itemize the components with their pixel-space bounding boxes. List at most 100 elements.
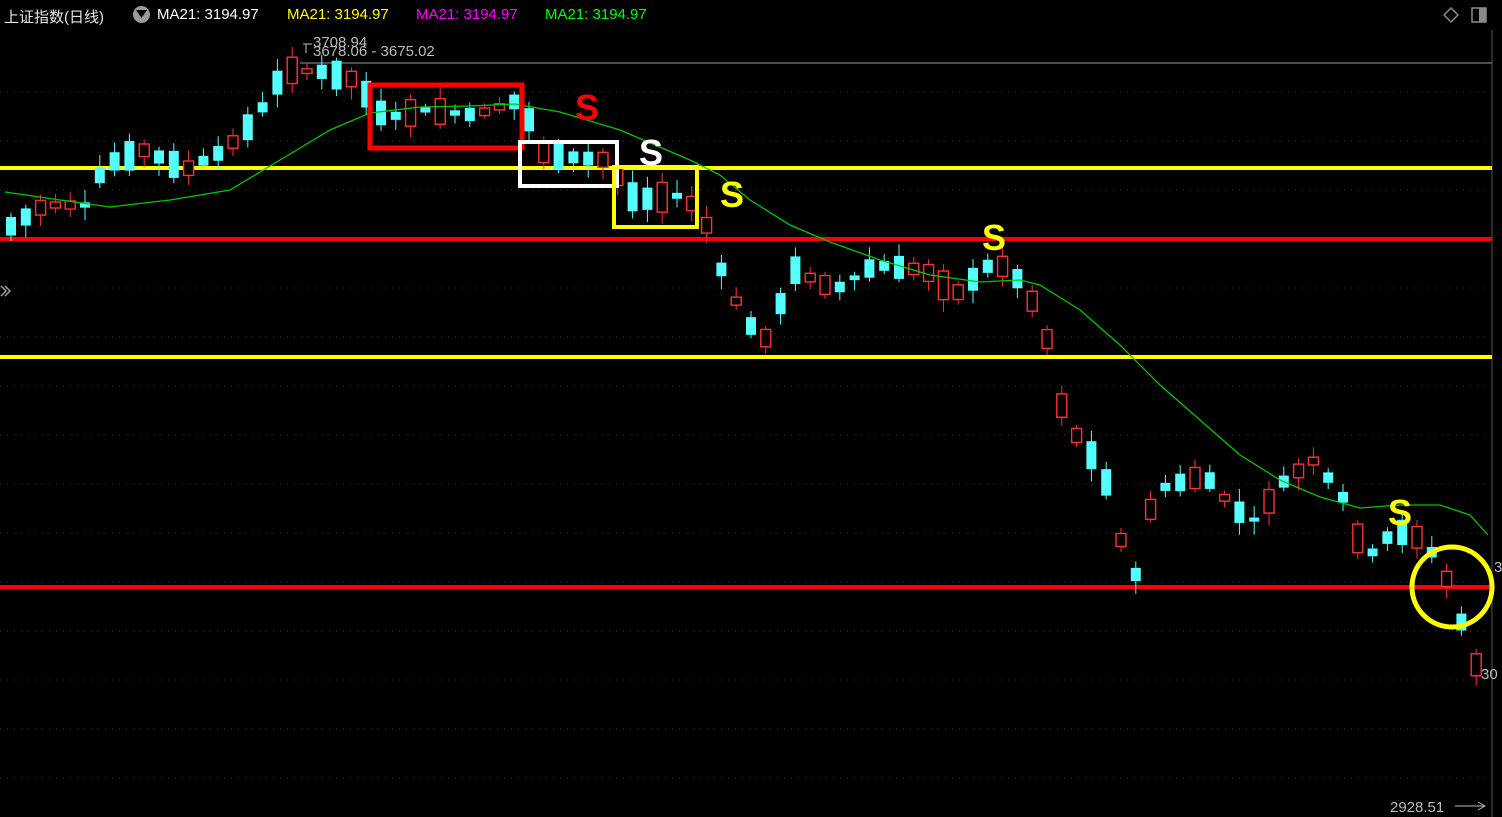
candle-body [760,328,772,348]
candle-body [361,80,372,108]
candle-body [450,110,460,116]
high-range-label: 3678.06 - 3675.02 [313,43,435,60]
highlight-box-red [367,82,525,151]
candle-body [80,202,90,208]
candle-body [982,259,993,273]
candle-body [257,102,268,113]
candle-body [154,150,164,164]
candle-body [849,275,860,281]
highlight-circle-yellow [1409,544,1495,630]
candlestick-chart[interactable]: S S S S S 3708.94 3678.06 - 3675.02 2928… [0,30,1502,817]
candles-group [6,46,1482,687]
candle-body [730,296,742,306]
candle-body [1249,517,1260,522]
candle-body [198,155,209,166]
candle-body [597,151,609,169]
window-toggle-icon[interactable] [1470,6,1488,24]
chart-grid [0,91,1492,779]
candle-body [672,192,682,199]
high-value-label: 3708.94 [313,34,367,51]
candle-body [1234,501,1245,523]
candle-body [376,100,386,126]
candle-body [1101,469,1112,496]
candle-body [1470,653,1482,677]
candle-body [834,281,845,293]
ma21-line [4,103,1489,536]
candle-body [642,187,653,210]
candle-body [553,142,564,170]
candle-body [879,261,890,271]
candle-body [1175,473,1186,492]
dropdown-caret-icon[interactable] [133,6,150,23]
candle-body [700,216,713,234]
candle-body [390,111,401,120]
candle-body [1130,567,1141,582]
candle-body [864,259,875,278]
candle-body [6,216,16,236]
low-value-label: 2928.51 [1390,799,1444,816]
sell-signal-white: S [639,132,663,173]
candle-body [1189,466,1201,490]
candle-body [1338,491,1348,503]
right-edge-label-2: 30 [1481,666,1498,683]
candle-body [316,64,327,79]
ma21-label-yellow: MA21: 3194.97 [287,6,389,23]
candle-body [1263,488,1275,514]
candle-body [124,141,135,171]
candle-body [1307,456,1320,466]
candle-body [952,284,964,301]
candle-body [34,199,47,216]
candle-body [1086,441,1097,470]
candle-body [746,317,756,335]
candle-body [301,68,313,75]
low-marker-arrow [1455,801,1487,811]
ma21-label-magenta: MA21: 3194.97 [416,6,518,23]
sell-signal-red: S [575,87,599,128]
candle-body [213,146,224,161]
highlight-box-yellow [612,165,699,229]
candle-body [996,255,1009,278]
ma21-label-green: MA21: 3194.97 [545,6,647,23]
candle-body [434,98,446,126]
candle-body [804,272,816,283]
candle-body [775,293,786,315]
candle-body [716,262,727,277]
chart-header-bar: 上证指数(日线) MA21: 3194.97 MA21: 3194.97 MA2… [0,0,1502,30]
candle-body [538,141,550,164]
candle-body [182,160,195,177]
expand-panel-icon[interactable] [0,285,12,297]
candle-body [1411,525,1423,549]
candle-body [242,114,253,141]
candle-body [894,255,904,279]
candle-body [1160,482,1171,491]
diamond-icon[interactable] [1442,6,1460,24]
sell-signal-yellow-1: S [720,174,744,215]
candle-body [627,182,638,212]
candle-body [345,70,358,88]
candle-body [1323,472,1334,483]
candle-body [1204,472,1215,489]
candle-body [509,94,520,110]
candle-body [1144,498,1157,521]
candle-body [819,274,831,296]
candle-body [1041,328,1053,350]
candle-body [1012,269,1023,289]
candle-body [1070,427,1083,444]
candle-body [420,107,431,113]
high-marker-arrow [303,43,312,53]
candle-body [1026,290,1038,312]
candle-body [1056,393,1068,418]
candle-body [937,270,950,301]
candle-body [1456,613,1467,631]
candle-body [1382,531,1393,544]
candle-body [656,181,668,213]
candle-body [20,208,31,226]
candle-body [1218,493,1231,502]
candle-body [286,56,298,85]
candle-body [404,98,417,127]
candle-body [227,135,239,149]
candle-body [1352,523,1364,554]
candle-body [1440,570,1453,588]
ma21-label-white: MA21: 3194.97 [157,6,259,23]
candle-body [493,103,506,111]
